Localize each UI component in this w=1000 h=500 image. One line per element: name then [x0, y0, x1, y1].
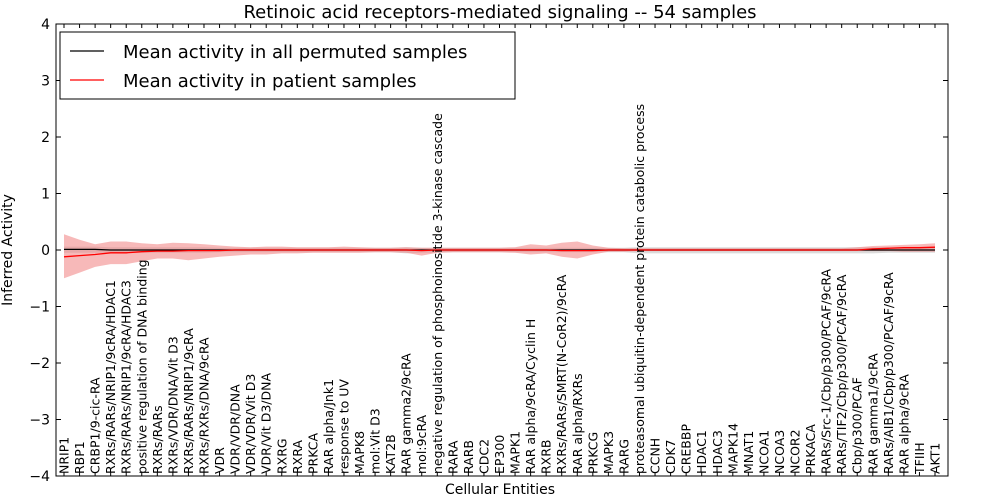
x-tick-label: positive regulation of DNA binding	[134, 259, 149, 474]
x-tick-label: PRKACA	[803, 424, 818, 474]
confidence-bands	[64, 234, 935, 279]
x-tick-label: RXRs/RARs	[150, 405, 165, 474]
x-tick-label: RXRG	[274, 438, 289, 474]
x-axis-label: Cellular Entities	[445, 482, 555, 498]
x-tick-label: RARs/AIB1/Cbp/p300/PCAF/9cRA	[881, 272, 896, 474]
x-tick-label: EP300	[492, 435, 507, 474]
x-tick-label: CDK7	[663, 439, 678, 474]
x-tick-label: HDAC1	[694, 430, 709, 474]
x-tick-label: PRKCA	[305, 433, 320, 474]
x-tick-label: response to UV	[336, 379, 351, 474]
x-tick-label: CRBP1/9-cic-RA	[88, 377, 103, 474]
y-tick-label: −3	[29, 413, 50, 429]
x-tick-label: proteasomal ubiquitin-dependent protein …	[632, 104, 647, 474]
x-tick-label: HDAC3	[710, 430, 725, 474]
x-tick-label: CREBBP	[679, 424, 694, 474]
x-tick-label: RAR alpha/RXRs	[570, 373, 585, 474]
chart-title: Retinoic acid receptors-mediated signali…	[243, 2, 756, 23]
x-tick-label: CCNH	[648, 438, 663, 474]
x-tick-label: RAR alpha/Jnk1	[321, 379, 336, 474]
x-tick-label: MAPK14	[725, 423, 740, 474]
legend-box	[59, 31, 516, 100]
x-tick-label: RXRs/RARs/NRIP1/9cRA/HDAC3	[119, 280, 134, 474]
x-tick-label: MAPK3	[601, 431, 616, 474]
x-tick-label: PRKCG	[585, 432, 600, 474]
y-tick-label: 0	[41, 243, 50, 259]
x-tick-label: negative regulation of phosphoinositide …	[430, 113, 445, 474]
x-tick-label: Cbp/p300/PCAF	[850, 377, 865, 474]
x-tick-label: RARB	[461, 440, 476, 474]
x-tick-label: VDR/VDR/DNA	[228, 384, 243, 474]
x-tick-label: mol:9cRA	[414, 414, 429, 474]
x-tick-label: RAR gamma1/9cRA	[865, 353, 880, 474]
legend: Mean activity in all permuted samples Me…	[59, 31, 516, 100]
x-tick-label: MAPK8	[352, 431, 367, 474]
x-tick-label: MNAT1	[741, 431, 756, 474]
x-tick-label: NRIP1	[57, 437, 72, 474]
x-tick-label: RXRs/VDR/DNA/Vit D3	[165, 336, 180, 474]
x-tick-label: NCOA1	[756, 430, 771, 474]
legend-entry-patient: Mean activity in patient samples	[123, 71, 417, 92]
series-line-1	[63, 246, 936, 258]
x-tick-label: RXRs/RARs/NRIP1/9cRA/HDAC1	[103, 280, 118, 474]
x-tick-label: RBP1	[72, 441, 87, 474]
x-tick-label: RARs/Src-1/Cbp/p300/PCAF/9cRA	[819, 268, 834, 474]
y-axis: −4 −3 −2 −1 0 1 2 3 4	[29, 17, 948, 485]
x-tick-label: RXRs/RARs/SMRT(N-CoR2)/9cRA	[554, 274, 569, 474]
x-tick-label: TFIIH	[912, 442, 927, 475]
series-band-1	[64, 234, 935, 279]
x-tick-label: RXRB	[539, 439, 554, 474]
x-tick-label: RAR alpha/9cRA/Cyclin H	[523, 319, 538, 474]
x-axis	[63, 24, 936, 476]
x-tick-label: mol:Vit D3	[368, 408, 383, 474]
x-tick-label: NCOA3	[772, 430, 787, 474]
x-tick-label: MAPK1	[508, 431, 523, 474]
y-tick-label: −1	[29, 300, 50, 316]
x-tick-label: RARG	[616, 439, 631, 474]
x-tick-label: VDR/VDR/Vit D3	[243, 374, 258, 474]
x-tick-label: RXRs/RXRs/DNA/9cRA	[196, 337, 211, 474]
x-tick-label: RAR gamma2/9cRA	[399, 353, 414, 474]
x-tick-label: RXRs/RARs/NRIP1/9cRA	[181, 328, 196, 474]
x-tick-label: NCOR2	[788, 429, 803, 474]
x-tick-label: RARA	[445, 440, 460, 474]
y-axis-label: Inferred Activity	[0, 194, 16, 306]
x-tick-label: AKT1	[928, 443, 943, 474]
series-lines	[63, 246, 936, 258]
y-tick-label: 4	[41, 17, 50, 33]
x-tick-label: VDR	[212, 447, 227, 474]
y-tick-label: 1	[41, 187, 50, 203]
y-tick-label: 2	[41, 130, 50, 146]
y-tick-label: −2	[29, 356, 50, 372]
legend-entry-permuted: Mean activity in all permuted samples	[123, 42, 467, 63]
y-tick-label: −4	[29, 469, 50, 485]
x-tick-label: RARs/TIF2/Cbp/p300/PCAF/9cRA	[834, 274, 849, 474]
y-tick-label: 3	[41, 74, 50, 90]
x-tick-label: RAR alpha/9cRA	[896, 374, 911, 474]
category-labels: NRIP1 RBP1 CRBP1/9-cic-RA RXRs/RARs/NRIP1/9…	[57, 104, 943, 475]
x-tick-label: CDC2	[476, 439, 491, 474]
x-tick-label: VDR/Vit D3/DNA	[259, 373, 274, 474]
x-tick-label: RXRA	[290, 440, 305, 474]
x-tick-label: KAT2B	[383, 434, 398, 474]
